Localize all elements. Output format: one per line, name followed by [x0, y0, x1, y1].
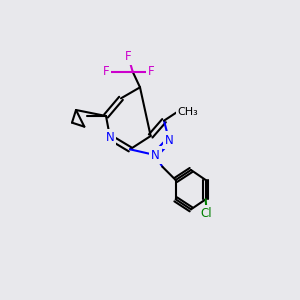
Text: N: N — [106, 131, 114, 144]
Text: F: F — [125, 50, 132, 63]
Text: Cl: Cl — [201, 207, 212, 220]
Text: N: N — [151, 148, 159, 161]
Text: F: F — [148, 65, 155, 78]
Text: F: F — [103, 65, 109, 78]
Text: N: N — [165, 134, 173, 146]
Text: CH₃: CH₃ — [178, 107, 198, 117]
